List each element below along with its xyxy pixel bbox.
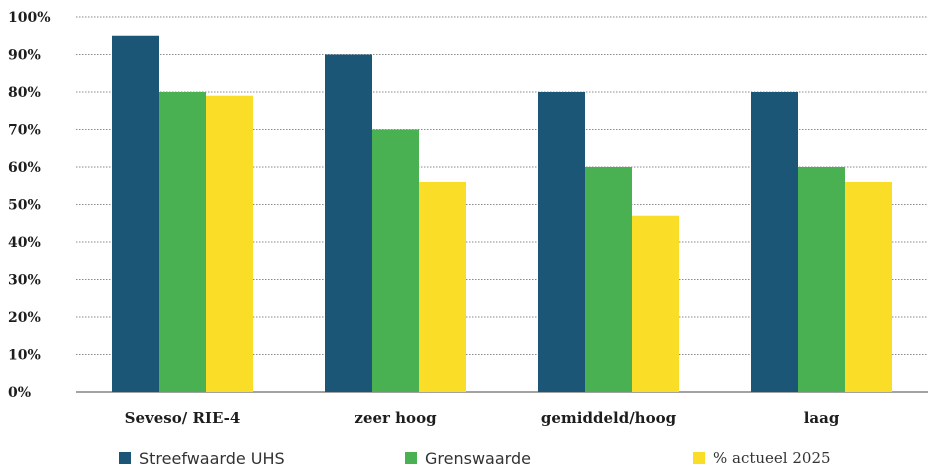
- legend-item-grenswaarde: Grenswaarde: [405, 448, 531, 468]
- bar-1-3: [538, 92, 585, 392]
- bar-1-4: [751, 92, 798, 392]
- x-tick-label: gemiddeld/hoog: [541, 409, 677, 427]
- legend-item-actueel: % actueel 2025: [693, 448, 831, 468]
- bar-2-3: [585, 167, 632, 392]
- bar-3-1: [206, 95, 253, 392]
- y-tick-label: 90%: [8, 48, 41, 64]
- bar-1-1: [112, 35, 159, 392]
- y-tick-label: 80%: [8, 85, 41, 101]
- bar-3-2: [419, 182, 466, 392]
- legend-label-actueel: % actueel 2025: [713, 449, 831, 467]
- legend-swatch-grenswaarde: [405, 452, 417, 464]
- legend-swatch-actueel: [693, 452, 705, 464]
- bar-1-2: [325, 54, 372, 392]
- x-tick-label: zeer hoog: [354, 409, 437, 427]
- x-tick-label: Seveso/ RIE-4: [125, 409, 241, 427]
- y-tick-label: 100%: [8, 10, 51, 26]
- legend-item-streefwaarde: Streefwaarde UHS: [119, 448, 285, 468]
- y-tick-label: 10%: [8, 348, 41, 364]
- bar-2-4: [798, 167, 845, 392]
- y-tick-label: 30%: [8, 273, 41, 289]
- bar-3-4: [845, 182, 892, 392]
- y-tick-label: 20%: [8, 310, 41, 326]
- x-tick-label: laag: [804, 409, 840, 427]
- y-tick-label: 40%: [8, 235, 41, 251]
- y-tick-label: 0%: [8, 385, 31, 401]
- y-tick-label: 70%: [8, 123, 41, 139]
- y-tick-label: 50%: [8, 198, 41, 214]
- legend-swatch-streefwaarde: [119, 452, 131, 464]
- legend-label-grenswaarde: Grenswaarde: [425, 448, 531, 468]
- bar-3-3: [632, 215, 679, 392]
- y-tick-label: 60%: [8, 160, 41, 176]
- legend-label-streefwaarde: Streefwaarde UHS: [139, 448, 285, 468]
- bar-2-2: [372, 129, 419, 392]
- bar-2-1: [159, 92, 206, 392]
